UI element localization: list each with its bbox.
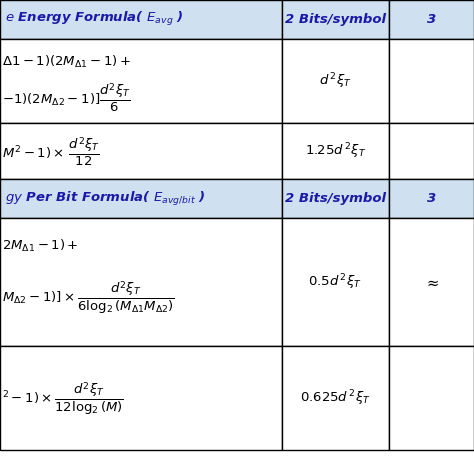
- Text: $\approx$: $\approx$: [424, 274, 439, 290]
- Text: $-1)(2M_{\Delta2}-1)]\dfrac{d^2\xi_T}{6}$: $-1)(2M_{\Delta2}-1)]\dfrac{d^2\xi_T}{6}…: [2, 82, 131, 114]
- Bar: [282, 218, 389, 346]
- Bar: [0, 179, 282, 218]
- Bar: [389, 218, 474, 346]
- Bar: [282, 39, 389, 123]
- Text: 3: 3: [427, 192, 436, 205]
- Bar: [0, 218, 282, 346]
- Text: $\it{e}$ Energy Formula( $E_{avg}$ ): $\it{e}$ Energy Formula( $E_{avg}$ ): [5, 10, 183, 28]
- Bar: [389, 346, 474, 450]
- Text: $^2-1)\times\dfrac{d^2\xi_T}{12\log_2(M)}$: $^2-1)\times\dfrac{d^2\xi_T}{12\log_2(M)…: [2, 380, 124, 417]
- Text: $1.25d^{\,2}\xi_T$: $1.25d^{\,2}\xi_T$: [305, 141, 366, 161]
- Bar: [0, 123, 282, 179]
- Text: 2 Bits/symbol: 2 Bits/symbol: [285, 192, 386, 205]
- Text: $0.5d^{\,2}\xi_T$: $0.5d^{\,2}\xi_T$: [309, 272, 362, 292]
- Bar: [282, 346, 389, 450]
- Text: $M^2-1)\times\,\dfrac{d^2\xi_T}{12}$: $M^2-1)\times\,\dfrac{d^2\xi_T}{12}$: [2, 135, 100, 168]
- Bar: [282, 123, 389, 179]
- Text: $d^{\,2}\xi_T$: $d^{\,2}\xi_T$: [319, 71, 352, 91]
- Bar: [0, 346, 282, 450]
- Bar: [282, 0, 389, 39]
- Text: $\Delta1-1)(2M_{\Delta1}-1)+$: $\Delta1-1)(2M_{\Delta1}-1)+$: [2, 54, 131, 70]
- Bar: [0, 39, 282, 123]
- Bar: [389, 179, 474, 218]
- Bar: [282, 179, 389, 218]
- Text: $2M_{\Delta1}-1)+$: $2M_{\Delta1}-1)+$: [2, 238, 79, 254]
- Text: $M_{\Delta2}-1)]\times\dfrac{d^2\xi_T}{6\log_2(M_{\Delta1}M_{\Delta2})}$: $M_{\Delta2}-1)]\times\dfrac{d^2\xi_T}{6…: [2, 279, 175, 316]
- Text: 3: 3: [427, 13, 436, 26]
- Text: $\it{gy}$ Per Bit Formula( $E_{avg/bit}$ ): $\it{gy}$ Per Bit Formula( $E_{avg/bit}$…: [5, 190, 206, 208]
- Bar: [389, 123, 474, 179]
- Text: $0.625d^{\,2}\xi_T$: $0.625d^{\,2}\xi_T$: [300, 388, 371, 408]
- Bar: [0, 0, 282, 39]
- Text: 2 Bits/symbol: 2 Bits/symbol: [285, 13, 386, 26]
- Bar: [389, 39, 474, 123]
- Bar: [389, 0, 474, 39]
